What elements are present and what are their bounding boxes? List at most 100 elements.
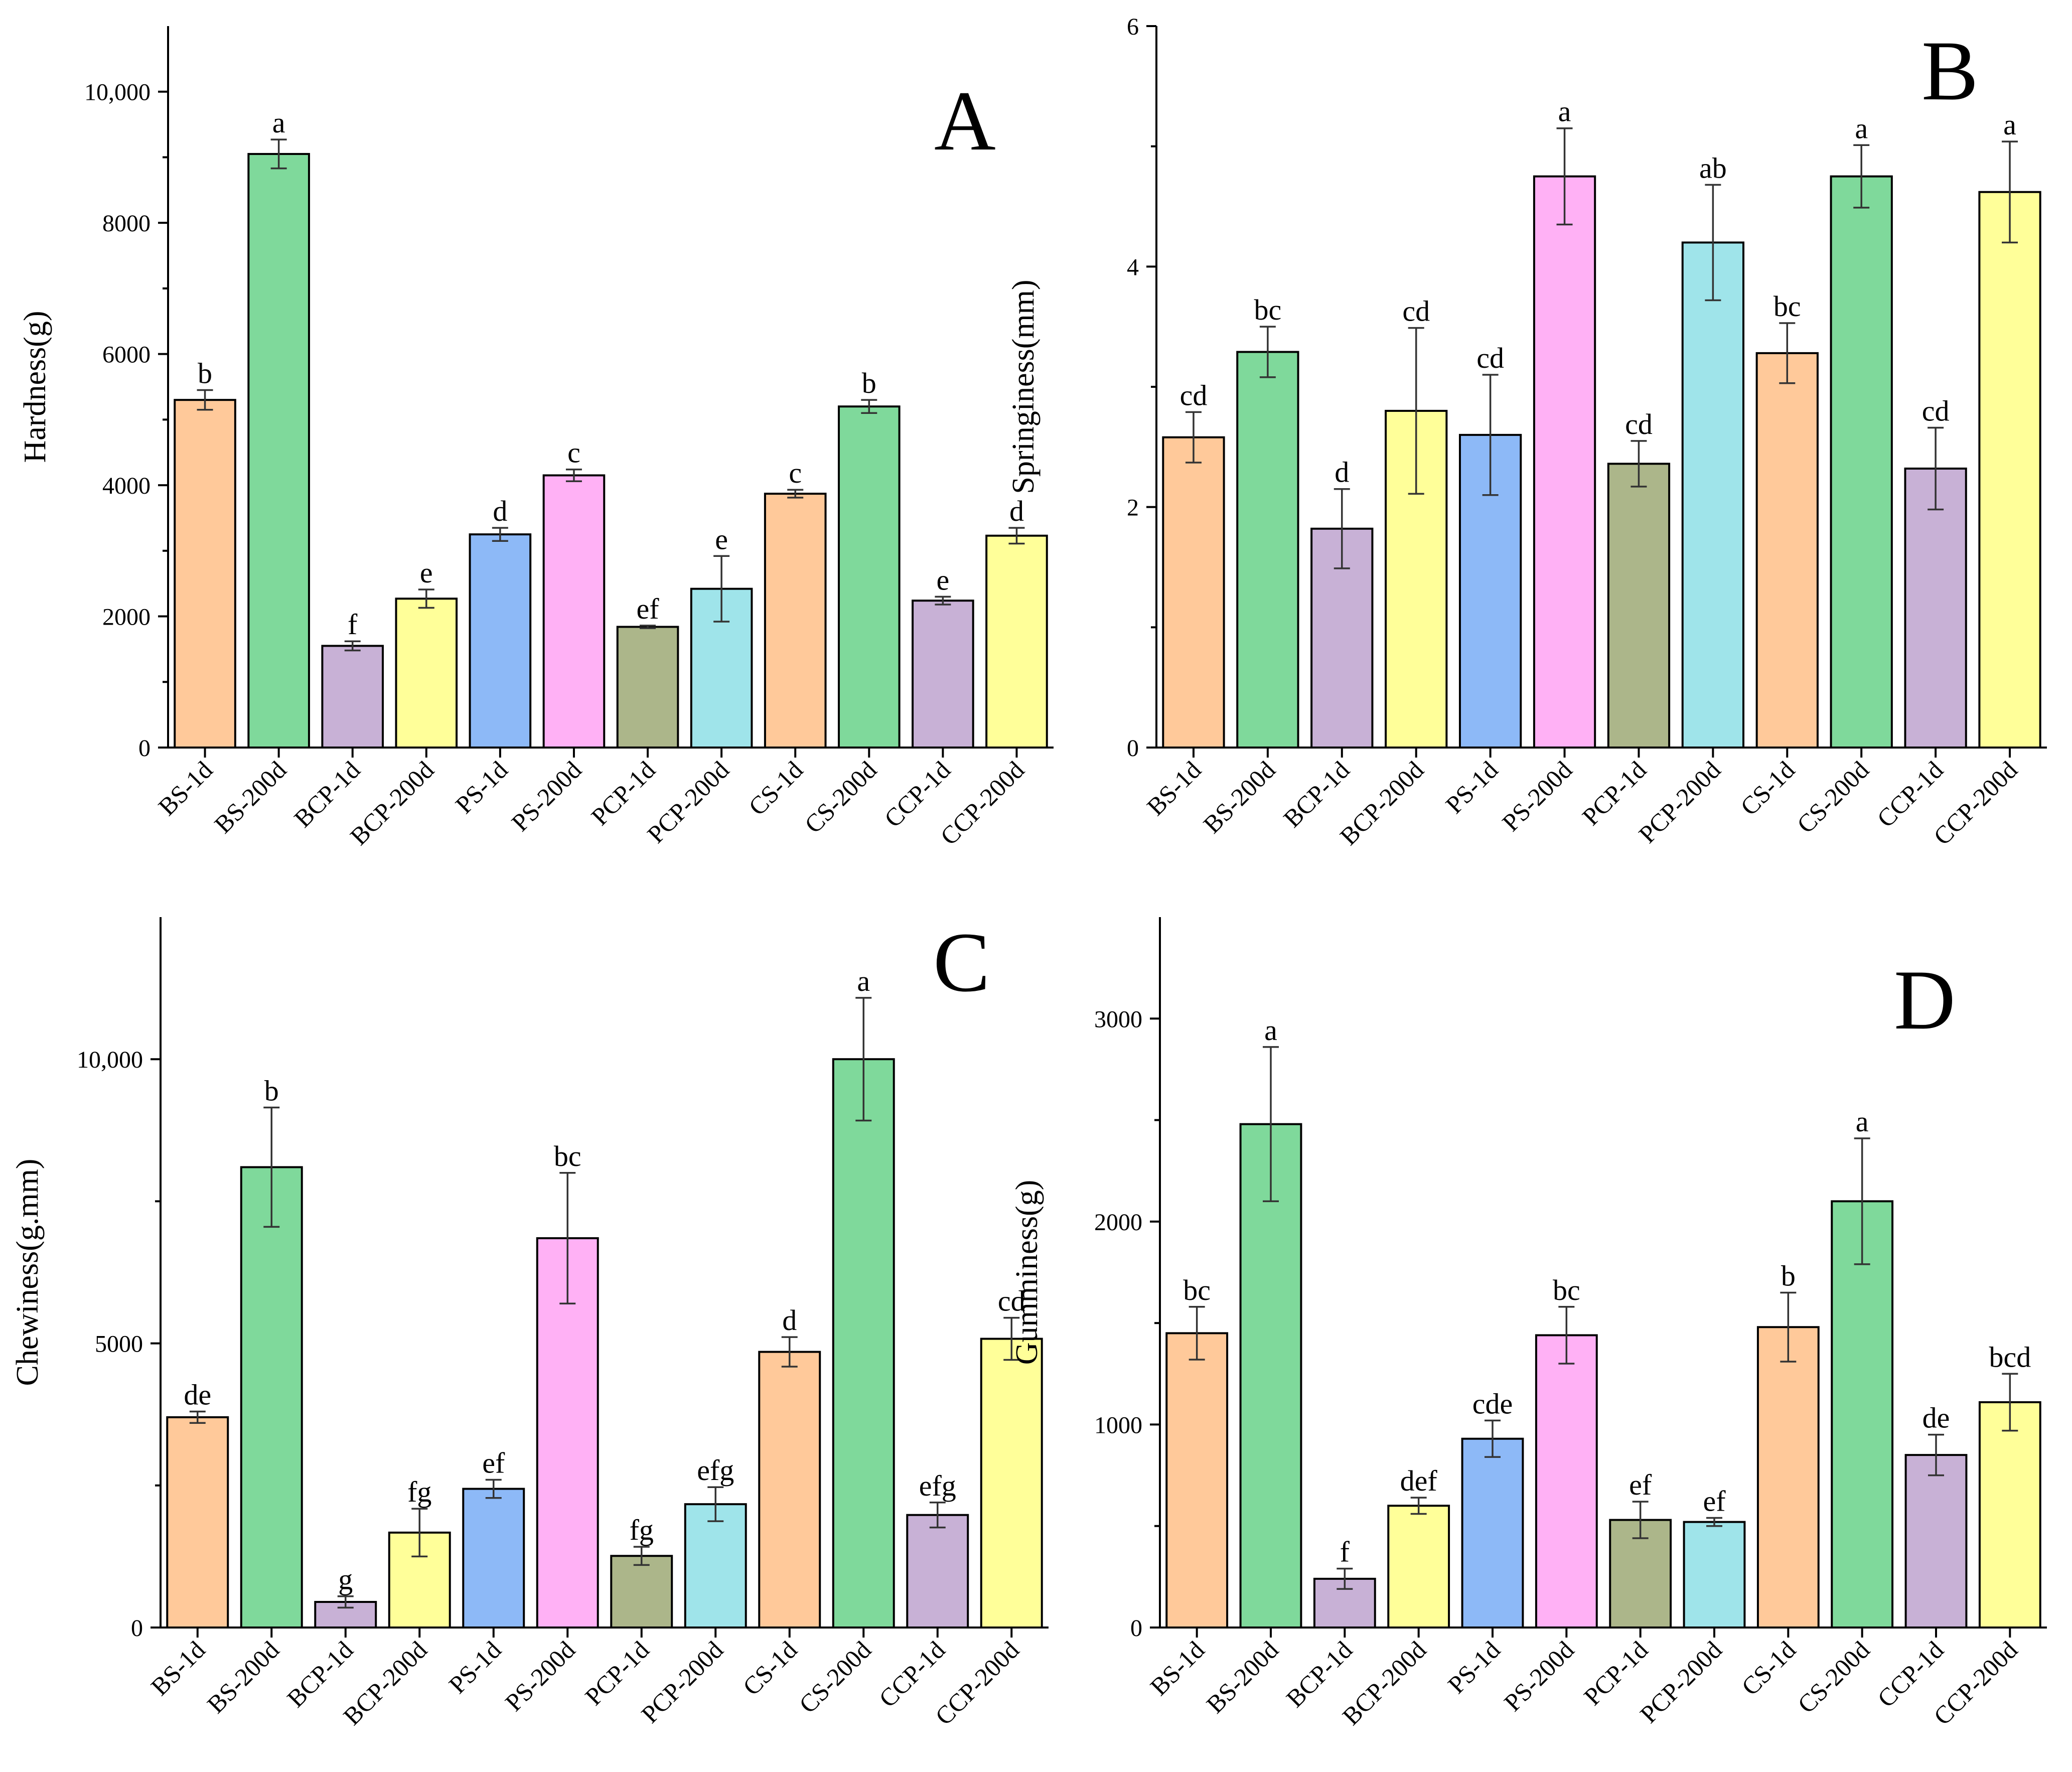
- bar-CS-200d: [1831, 1200, 1894, 1629]
- y-tick-label: 6: [1127, 14, 1139, 40]
- x-category-label: BS-200d: [1198, 756, 1280, 838]
- bar-CCP-1d: [1904, 1454, 1968, 1629]
- x-category-label: PS-200d: [506, 756, 586, 836]
- bar-CS-200d: [837, 405, 901, 749]
- significance-letter: def: [1400, 1464, 1438, 1497]
- x-category-label: CS-200d: [1792, 1636, 1875, 1718]
- x-category-label: CS-200d: [1792, 756, 1874, 838]
- y-tick-label: 3000: [1094, 1006, 1142, 1032]
- significance-letter: f: [1340, 1536, 1350, 1568]
- significance-letter: d: [782, 1304, 797, 1337]
- bar-BCP-200d: [1387, 1505, 1450, 1629]
- bar-CS-200d: [832, 1058, 895, 1629]
- significance-letter: d: [1009, 495, 1024, 527]
- y-axis-label: Chewiness(g.mm): [11, 1159, 45, 1386]
- bar-BS-200d: [1236, 351, 1299, 749]
- significance-letter: b: [264, 1074, 279, 1107]
- bar-CS-1d: [764, 493, 827, 749]
- bar-PCP-200d: [1681, 241, 1745, 749]
- significance-letter: bc: [1553, 1274, 1580, 1306]
- y-tick-label: 10,000: [84, 79, 151, 106]
- bar-BCP-1d: [321, 645, 384, 749]
- bar-PCP-1d: [616, 626, 679, 749]
- y-tick-label: 10,000: [77, 1047, 143, 1073]
- significance-letter: ef: [637, 593, 660, 625]
- significance-letter: cd: [998, 1285, 1025, 1317]
- significance-letter: a: [1856, 1105, 1869, 1138]
- significance-letter: a: [857, 965, 870, 997]
- significance-letter: fg: [407, 1475, 431, 1508]
- y-tick-label: 6000: [102, 342, 151, 368]
- bar-PS-1d: [469, 533, 532, 749]
- significance-letter: bc: [1183, 1274, 1211, 1306]
- panel-d-letter: D: [1894, 953, 1956, 1047]
- x-category-label: PS-200d: [1497, 756, 1577, 836]
- y-tick-label: 2000: [102, 604, 151, 631]
- y-tick-label: 5000: [95, 1331, 143, 1358]
- bar-BS-1d: [1162, 436, 1225, 749]
- significance-letter: bcd: [1989, 1341, 2031, 1373]
- y-axis-label: Springiness(mm): [1006, 279, 1041, 494]
- x-category-label: CS-200d: [799, 756, 882, 838]
- significance-letter: de: [184, 1379, 211, 1411]
- y-axis-label: Gumminess(g): [1010, 1180, 1044, 1365]
- significance-letter: ef: [1629, 1468, 1652, 1501]
- significance-letter: e: [937, 563, 950, 596]
- x-category-label: PS-1d: [1440, 756, 1503, 819]
- y-axis-label: Hardness(g): [18, 311, 52, 463]
- x-category-label: BS-1d: [1144, 1636, 1210, 1701]
- x-category-label: PS-1d: [1442, 1636, 1506, 1699]
- bar-CS-1d: [758, 1351, 821, 1629]
- x-category-label: PCP-200d: [636, 1636, 728, 1728]
- significance-letter: c: [789, 457, 802, 489]
- panel-a-hardness-chart: A 0 2000 4000 6000 8000 10,000 Hardness(g) b BS-…: [18, 26, 1054, 850]
- x-category-label: CS-1d: [1736, 1636, 1801, 1701]
- bar-BS-1d: [1165, 1332, 1229, 1629]
- x-category-label: BS-1d: [1141, 756, 1207, 821]
- x-category-label: PCP-200d: [642, 756, 734, 848]
- panel-c-chewiness-chart: C 0 5000 10,000 Chewiness(g.mm) de BS-1d b BS-2…: [11, 915, 1049, 1730]
- panel-c-letter: C: [933, 915, 990, 1009]
- significance-letter: bc: [1254, 293, 1282, 326]
- x-category-label: PCP-1d: [1577, 756, 1652, 831]
- x-category-label: PCP-1d: [1578, 1636, 1654, 1711]
- significance-letter: e: [420, 556, 433, 589]
- x-category-label: BS-200d: [209, 756, 291, 838]
- significance-letter: cd: [1922, 394, 1950, 427]
- significance-letter: c: [567, 436, 580, 469]
- x-category-label: CS-1d: [737, 1636, 803, 1701]
- x-category-label: CS-200d: [794, 1636, 876, 1718]
- y-tick-label: 1000: [1094, 1412, 1142, 1438]
- y-tick-label: 2000: [1094, 1209, 1142, 1236]
- bar-BS-200d: [247, 153, 310, 749]
- bar-CS-1d: [1755, 352, 1819, 749]
- y-tick-label: 0: [1127, 735, 1139, 762]
- significance-letter: e: [715, 523, 728, 555]
- bar-CS-200d: [1830, 175, 1893, 749]
- y-tick-label: 4: [1127, 254, 1139, 280]
- y-tick-label: 2: [1127, 495, 1139, 521]
- bar-PS-1d: [462, 1488, 525, 1629]
- x-category-label: PS-1d: [450, 756, 513, 819]
- bar-PS-1d: [1461, 1437, 1524, 1629]
- significance-letter: fg: [630, 1514, 654, 1546]
- bar-PS-200d: [1535, 1334, 1598, 1629]
- significance-letter: a: [1558, 95, 1571, 128]
- bar-CCP-200d: [985, 534, 1048, 749]
- significance-letter: cd: [1476, 342, 1504, 374]
- bar-PCP-200d: [1683, 1521, 1746, 1629]
- significance-letter: cd: [1402, 295, 1430, 328]
- x-category-label: CS-1d: [743, 756, 808, 821]
- x-category-label: PS-1d: [443, 1636, 506, 1699]
- significance-letter: g: [338, 1563, 353, 1596]
- significance-letter: efg: [919, 1469, 956, 1502]
- significance-letter: b: [1781, 1259, 1796, 1292]
- x-category-label: PCP-200d: [1633, 756, 1726, 848]
- bar-BS-1d: [166, 1416, 229, 1629]
- y-tick-label: 4000: [102, 473, 151, 499]
- significance-letter: b: [198, 357, 212, 390]
- y-tick-label: 8000: [102, 210, 151, 237]
- bar-BCP-200d: [395, 598, 458, 749]
- significance-letter: b: [862, 367, 876, 399]
